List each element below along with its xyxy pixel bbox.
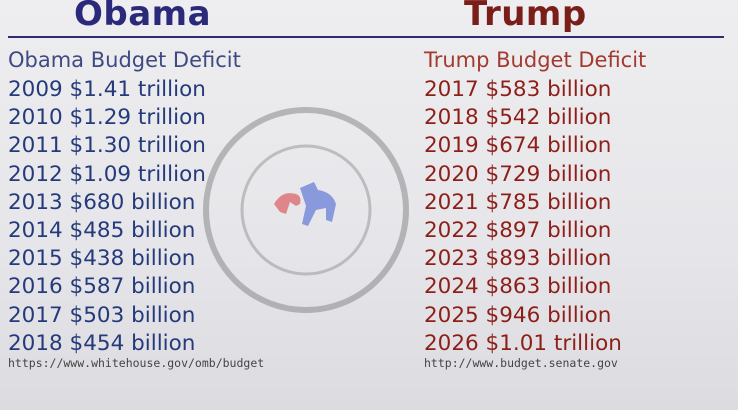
header-divider: [8, 36, 724, 38]
list-item: 2014 $485 billion: [8, 217, 196, 243]
trump-heading: Trump: [464, 0, 587, 34]
list-item: 2018 $542 billion: [424, 105, 612, 131]
list-item: 2025 $946 billion: [424, 302, 612, 328]
list-item: 2016 $587 billion: [8, 274, 196, 300]
list-item: 2017 $503 billion: [8, 302, 196, 328]
list-item: 2021 $785 billion: [424, 189, 612, 215]
obama-heading: Obama: [74, 0, 212, 34]
list-item: 2012 $1.09 trillion: [8, 161, 206, 187]
list-item: 2020 $729 billion: [424, 161, 612, 187]
watermark-inner-ring: [240, 144, 372, 276]
trump-deficit-list: 2017 $583 billion 2018 $542 billion 2019…: [424, 76, 622, 358]
list-item: 2018 $454 billion: [8, 330, 196, 356]
list-item: 2010 $1.29 trillion: [8, 105, 206, 131]
red-figure-icon: [274, 193, 301, 214]
obama-subtitle: Obama Budget Deficit: [8, 48, 241, 72]
trump-subtitle: Trump Budget Deficit: [424, 48, 647, 72]
list-item: 2015 $438 billion: [8, 246, 196, 272]
list-item: 2011 $1.30 trillion: [8, 133, 206, 159]
jordan-leland-watermark: [203, 107, 409, 313]
list-item: 2024 $863 billion: [424, 274, 612, 300]
list-item: 2009 $1.41 trillion: [8, 77, 206, 102]
list-item: 2023 $893 billion: [424, 246, 612, 272]
watermark-ring: [203, 107, 409, 313]
trump-source-url: http://www.budget.senate.gov: [424, 356, 618, 370]
list-item: 2019 $674 billion: [424, 133, 612, 159]
list-item: 2026 $1.01 trillion: [424, 330, 622, 356]
blue-figure-icon: [300, 182, 336, 226]
list-item: 2013 $680 billion: [8, 189, 196, 215]
obama-source-url: https://www.whitehouse.gov/omb/budget: [8, 356, 265, 370]
list-item: 2022 $897 billion: [424, 217, 612, 243]
obama-deficit-list: 2009 $1.41 trillion 2010 $1.29 trillion …: [8, 76, 206, 358]
list-item: 2017 $583 billion: [424, 77, 612, 102]
